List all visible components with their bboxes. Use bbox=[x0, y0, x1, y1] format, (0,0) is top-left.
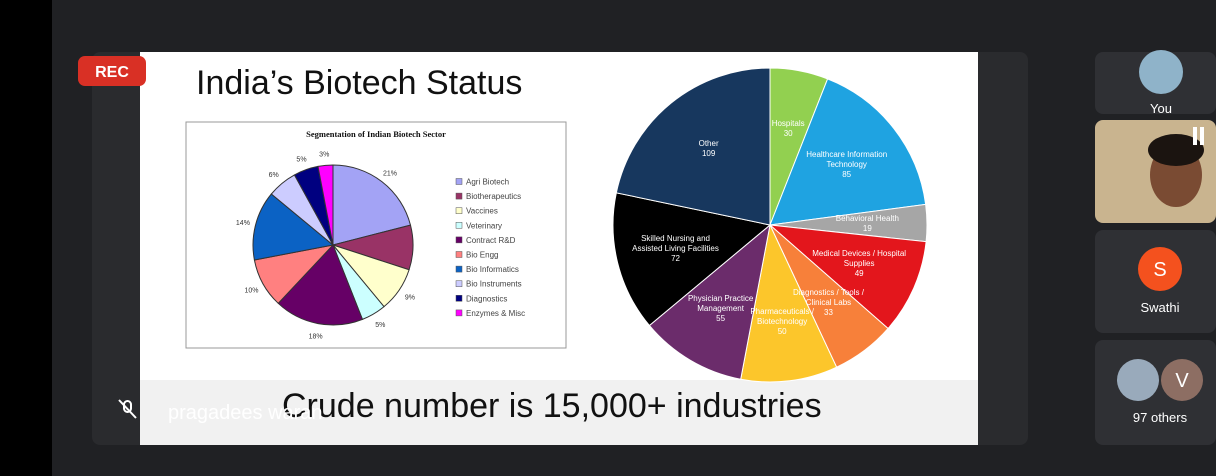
legend-swatch bbox=[456, 310, 462, 316]
slice-name: Medical Devices / Hospital Supplies bbox=[811, 249, 907, 269]
left-chart-title: Segmentation of Indian Biotech Sector bbox=[306, 129, 446, 139]
legend-swatch bbox=[456, 222, 462, 228]
screen-svg: India’s Biotech Status Segmentation of I… bbox=[0, 0, 1216, 476]
participant-name: 97 others bbox=[1133, 410, 1188, 425]
slice-value: 72 bbox=[628, 254, 724, 264]
pie-value-label: 5% bbox=[296, 156, 306, 163]
legend-swatch bbox=[456, 281, 462, 287]
pie-value-label: 21% bbox=[383, 170, 397, 177]
rec-label: REC bbox=[95, 64, 129, 81]
legend-swatch bbox=[456, 193, 462, 199]
legend-swatch bbox=[456, 295, 462, 301]
pie-slice-label: Skilled Nursing and Assisted Living Faci… bbox=[628, 234, 724, 264]
legend-label: Contract R&D bbox=[466, 236, 516, 245]
presenter-name: pragadees waran bbox=[168, 402, 323, 424]
legend-swatch bbox=[456, 266, 462, 272]
legend-label: Veterinary bbox=[466, 221, 502, 230]
avatar-other bbox=[1117, 359, 1159, 401]
slice-value: 55 bbox=[673, 314, 769, 324]
avatar-initial: S bbox=[1153, 259, 1166, 281]
legend-label: Vaccines bbox=[466, 207, 498, 216]
legend-swatch bbox=[456, 208, 462, 214]
avatar-you bbox=[1139, 50, 1183, 94]
legend-label: Bio Instruments bbox=[466, 280, 522, 289]
slice-value: 49 bbox=[811, 269, 907, 279]
slice-value: 109 bbox=[661, 149, 757, 159]
legend-swatch bbox=[456, 252, 462, 258]
slice-name: Other bbox=[661, 139, 757, 149]
legend-label: Enzymes & Misc bbox=[466, 309, 525, 318]
participant-name: Swathi bbox=[1140, 300, 1179, 315]
slice-value: 30 bbox=[740, 129, 836, 139]
slice-value: 19 bbox=[819, 224, 915, 234]
avatar-initial: V bbox=[1175, 370, 1189, 392]
legend-label: Diagnostics bbox=[466, 294, 507, 303]
slice-name: Diagnostics / Tools / Clinical Labs bbox=[780, 288, 876, 308]
left-strip bbox=[0, 0, 52, 476]
participant-name: You bbox=[1150, 101, 1172, 116]
slice-value: 50 bbox=[734, 327, 830, 337]
slide-title: India’s Biotech Status bbox=[196, 64, 522, 102]
slide-footer: Crude number is 15,000+ industries bbox=[282, 387, 822, 425]
legend-label: Bio Informatics bbox=[466, 265, 519, 274]
pie-value-label: 18% bbox=[309, 333, 323, 340]
pie-value-label: 10% bbox=[244, 287, 258, 294]
slice-name: Behavioral Health bbox=[819, 214, 915, 224]
legend-label: Agri Biotech bbox=[466, 178, 509, 187]
slice-name: Hospitals bbox=[740, 119, 836, 129]
legend-label: Bio Engg bbox=[466, 251, 498, 260]
pie-value-label: 14% bbox=[236, 220, 250, 227]
pie-value-label: 3% bbox=[319, 151, 329, 158]
legend-swatch bbox=[456, 237, 462, 243]
slice-name: Healthcare Information Technology bbox=[799, 150, 895, 170]
slice-name: Skilled Nursing and Assisted Living Faci… bbox=[628, 234, 724, 254]
pie-value-label: 9% bbox=[405, 295, 415, 302]
slice-value: 85 bbox=[799, 170, 895, 180]
pie-value-label: 6% bbox=[269, 172, 279, 179]
pie-value-label: 5% bbox=[375, 322, 385, 329]
audio-bar bbox=[1200, 127, 1204, 145]
legend-swatch bbox=[456, 179, 462, 185]
audio-bar bbox=[1193, 127, 1197, 145]
slice-name: Physician Practice Management bbox=[673, 294, 769, 314]
meeting-screen: India’s Biotech Status Segmentation of I… bbox=[0, 0, 1216, 476]
legend-label: Biotherapeutics bbox=[466, 192, 521, 201]
